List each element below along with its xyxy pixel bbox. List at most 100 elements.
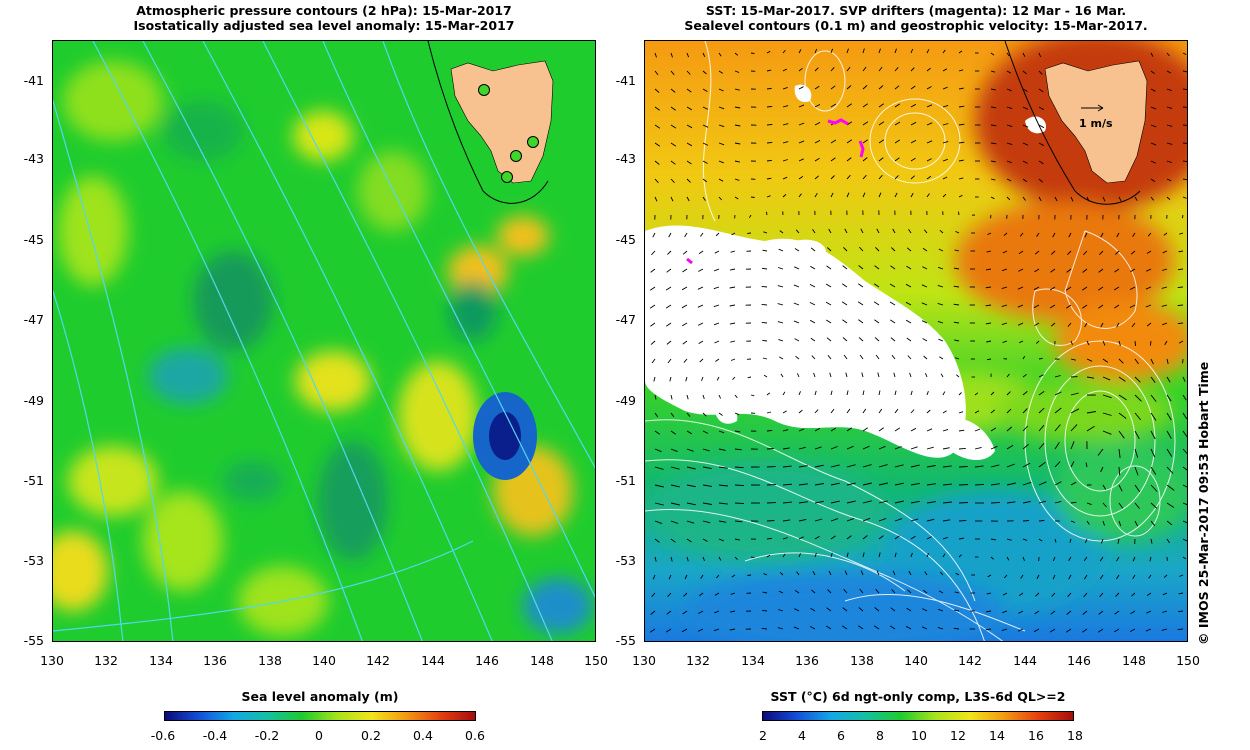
velocity-arrow <box>686 124 693 129</box>
left-x-tick: 140 <box>312 653 336 668</box>
velocity-arrow <box>734 466 744 469</box>
station-marker[interactable] <box>527 136 539 148</box>
station-marker[interactable] <box>478 84 490 96</box>
velocity-arrow <box>926 518 935 522</box>
velocity-arrow <box>878 48 881 54</box>
station-marker[interactable] <box>501 171 513 183</box>
velocity-arrow <box>654 502 664 506</box>
velocity-arrow <box>682 610 688 615</box>
velocity-arrow <box>875 354 880 360</box>
velocity-arrow <box>926 483 936 486</box>
velocity-arrow <box>1006 178 1012 182</box>
velocity-arrow <box>942 193 947 198</box>
velocity-key-arrowhead <box>1097 104 1104 112</box>
tasmania-landmass <box>450 60 554 184</box>
velocity-arrow <box>1166 502 1175 508</box>
velocity-arrow <box>843 588 848 594</box>
velocity-arrow <box>1150 448 1156 458</box>
velocity-arrow <box>954 357 960 360</box>
velocity-arrow <box>1114 304 1120 309</box>
velocity-arrow <box>670 538 676 543</box>
right-x-tick: 146 <box>1067 653 1091 668</box>
velocity-arrow <box>782 553 786 558</box>
left-colorbar-tick: 0.2 <box>361 728 381 743</box>
velocity-arrow <box>686 466 696 470</box>
velocity-arrow <box>958 211 960 216</box>
left-y-tick: -49 <box>23 393 44 408</box>
velocity-arrow <box>844 228 848 234</box>
velocity-arrow <box>795 355 800 360</box>
velocity-arrow <box>650 340 656 345</box>
velocity-arrow <box>782 483 793 486</box>
velocity-arrow <box>734 538 740 541</box>
sst-map[interactable]: 1 m/s <box>644 40 1188 642</box>
velocity-arrow <box>990 88 996 91</box>
velocity-arrow <box>1049 286 1056 291</box>
velocity-arrow <box>650 322 656 327</box>
velocity-arrow <box>702 70 707 75</box>
velocity-arrow <box>1017 322 1024 326</box>
velocity-arrow <box>714 610 720 614</box>
velocity-arrow <box>1134 502 1140 509</box>
velocity-arrow <box>1001 322 1008 326</box>
velocity-arrow <box>938 248 944 252</box>
velocity-arrow <box>892 228 896 234</box>
velocity-arrow <box>798 465 808 468</box>
velocity-arrow <box>1006 70 1012 74</box>
velocity-arrow <box>905 319 912 324</box>
velocity-arrow <box>1006 52 1010 57</box>
velocity-arrow <box>859 246 864 252</box>
velocity-arrow <box>1182 124 1187 126</box>
geostrophic-velocity-arrows <box>649 48 1187 633</box>
velocity-arrow <box>1166 394 1172 402</box>
velocity-arrow <box>1150 394 1157 402</box>
velocity-arrow <box>954 339 960 342</box>
velocity-arrow <box>794 248 800 252</box>
velocity-arrow <box>654 484 664 488</box>
velocity-arrow <box>1001 628 1008 632</box>
velocity-arrow <box>1134 376 1141 383</box>
velocity-arrow <box>734 124 741 127</box>
imos-credit: © IMOS 25-Mar-2017 09:53 Hobart Time <box>1196 361 1211 645</box>
velocity-arrow <box>654 124 661 129</box>
velocity-arrow <box>794 338 800 342</box>
left-colorbar-title: Sea level anomaly (m) <box>241 689 399 704</box>
right-colorbar-tick: 8 <box>876 728 884 743</box>
velocity-arrow <box>1022 520 1030 522</box>
velocity-arrow <box>779 571 784 576</box>
velocity-arrow <box>1065 304 1072 309</box>
velocity-arrow <box>682 250 688 255</box>
velocity-arrow <box>1134 448 1139 458</box>
velocity-arrow <box>846 535 852 540</box>
velocity-arrow <box>910 67 915 72</box>
velocity-arrow <box>697 322 704 326</box>
velocity-arrow <box>777 285 784 288</box>
velocity-arrow <box>778 248 784 252</box>
velocity-arrow <box>830 482 840 486</box>
velocity-arrow <box>905 283 912 288</box>
velocity-arrow <box>1146 322 1152 327</box>
velocity-arrow <box>1166 88 1172 92</box>
right-x-tick: 148 <box>1122 653 1146 668</box>
velocity-arrow <box>654 466 664 470</box>
velocity-arrow <box>670 502 680 506</box>
velocity-arrow <box>651 358 656 364</box>
velocity-arrow <box>1022 178 1028 183</box>
velocity-arrow <box>1018 592 1024 597</box>
left-colorbar-tick: 0.4 <box>413 728 433 743</box>
velocity-arrow <box>1022 462 1031 468</box>
velocity-arrow <box>874 265 880 270</box>
velocity-arrow <box>686 106 693 111</box>
velocity-arrow <box>862 66 867 72</box>
right-y-tick: -49 <box>615 393 636 408</box>
velocity-arrow <box>1038 374 1044 378</box>
velocity-arrow <box>718 430 725 434</box>
svp-drifter-tracks[interactable] <box>686 118 865 265</box>
velocity-arrow <box>809 626 816 630</box>
station-marker[interactable] <box>510 150 522 162</box>
velocity-arrow <box>1022 88 1028 92</box>
velocity-arrow <box>890 265 896 270</box>
velocity-arrow <box>923 229 928 234</box>
velocity-arrow <box>862 482 872 486</box>
sea-level-anomaly-map[interactable] <box>52 40 596 642</box>
